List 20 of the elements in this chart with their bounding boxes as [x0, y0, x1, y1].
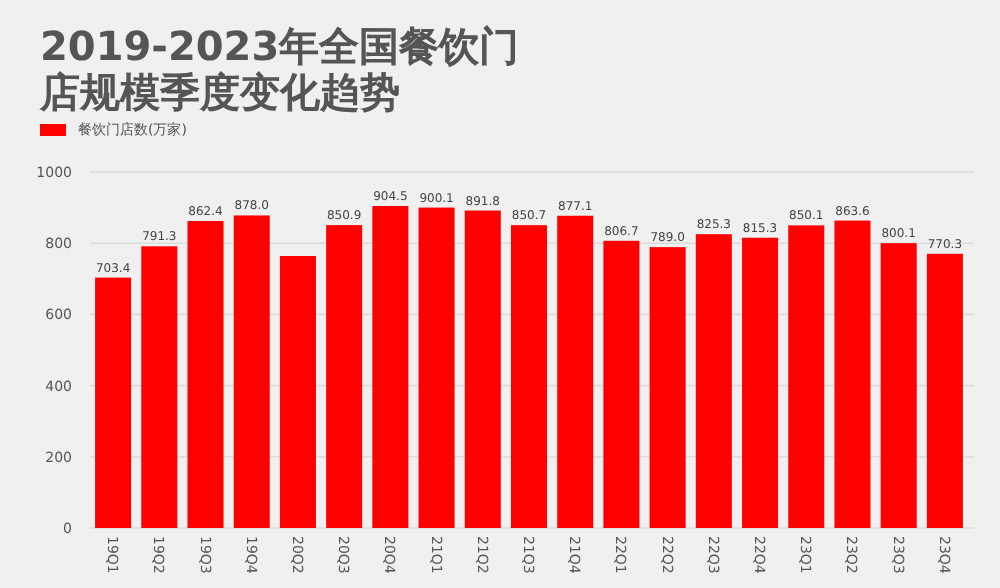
bar [603, 240, 640, 528]
bar [326, 225, 363, 528]
bar [880, 243, 917, 528]
bar [649, 247, 686, 528]
bar [187, 220, 224, 528]
bar [557, 215, 594, 528]
bar [926, 253, 963, 528]
bar [233, 215, 270, 528]
bar [95, 277, 132, 528]
chart-title: 2019-2023年全国餐饮门店规模季度变化趋势 [40, 22, 520, 116]
bar [141, 246, 178, 528]
bar [742, 237, 779, 528]
bar [510, 225, 548, 528]
bar [834, 220, 871, 528]
bar [788, 225, 825, 528]
bar [372, 206, 409, 528]
bar [418, 207, 455, 528]
bar [464, 210, 501, 528]
bar [279, 256, 316, 528]
bar [695, 234, 732, 528]
